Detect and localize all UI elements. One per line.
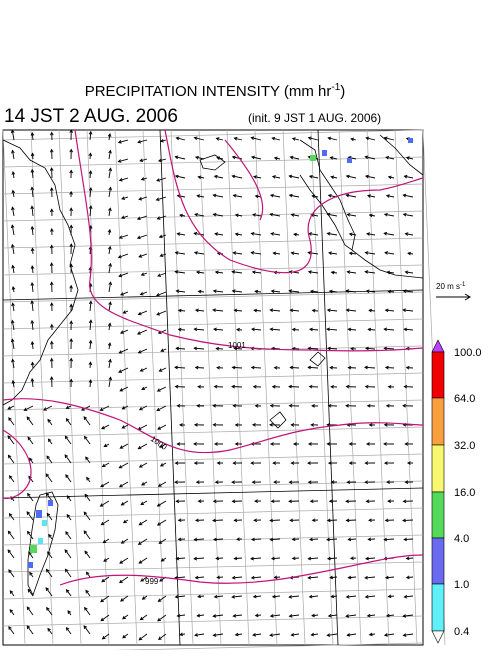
precip-cell [310, 155, 316, 161]
colorbar-label: 64.0 [454, 393, 475, 405]
isobar-label: 999 [145, 577, 159, 586]
valid-time: 14 JST 2 AUG. 2006 [4, 106, 178, 127]
precip-cell [42, 520, 47, 526]
colorbar-segment [432, 398, 444, 445]
title: PRECIPITATION INTENSITY (mm hr-1) [85, 82, 346, 100]
colorbar-label: 16.0 [454, 487, 475, 499]
colorbar-segment [432, 492, 444, 538]
precip-cell [48, 500, 53, 506]
colorbar-label: 100.0 [454, 347, 482, 359]
colorbar-label: 4.0 [454, 533, 469, 545]
reference-exp: -1 [460, 282, 466, 288]
precip-cell [30, 545, 37, 553]
precip-cell [347, 158, 352, 163]
colorbar-label: 32.0 [454, 440, 475, 452]
map-frame [3, 130, 423, 645]
map: 1001 1000 999 [3, 130, 445, 650]
title-close: ) [340, 83, 345, 100]
isobar-label: 1001 [228, 341, 246, 350]
colorbar-label: 0.4 [454, 626, 469, 638]
colorbar-segment [432, 352, 444, 398]
init-time: (init. 9 JST 1 AUG. 2006) [248, 111, 381, 125]
colorbar-label: 1.0 [454, 579, 469, 591]
reference-text: 20 m s [436, 282, 460, 291]
precip-cell [408, 138, 413, 143]
precip-cell [38, 538, 43, 544]
precip-cell [322, 150, 327, 156]
colorbar-segment [432, 584, 444, 631]
reference-vector: 20 m s-1 [436, 282, 470, 300]
title-text: PRECIPITATION INTENSITY (mm hr [85, 83, 332, 100]
colorbar-segment [432, 538, 444, 584]
colorbar-cap [432, 340, 444, 352]
precip-cell [28, 562, 33, 568]
colorbar-segment [432, 445, 444, 492]
reference-label: 20 m s-1 [436, 282, 466, 291]
colorbar: 100.0 64.0 32.0 16.0 4.0 1.0 0.4 [432, 340, 482, 643]
precip-cell [36, 510, 42, 518]
colorbar-cap [432, 631, 444, 643]
